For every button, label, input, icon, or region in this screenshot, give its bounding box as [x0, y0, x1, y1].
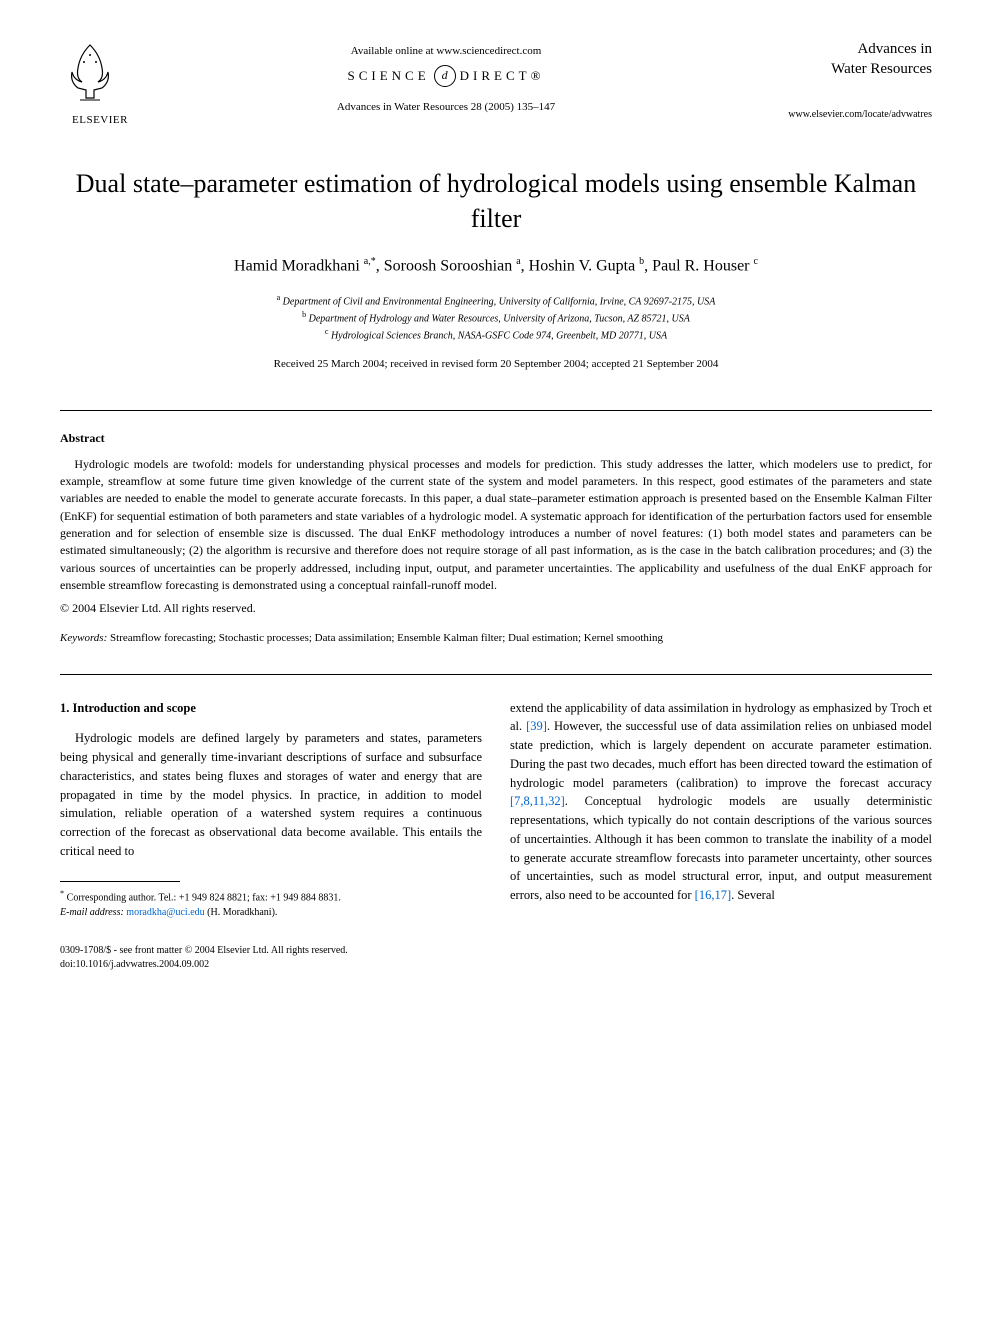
bottom-info: 0309-1708/$ - see front matter © 2004 El… — [60, 944, 932, 972]
author-3: Hoshin V. Gupta — [529, 258, 640, 275]
abstract-heading: Abstract — [60, 431, 932, 446]
sd-at-icon: d — [434, 65, 456, 87]
doi-line: doi:10.1016/j.advwatres.2004.09.002 — [60, 958, 932, 972]
publisher-logo: ELSEVIER — [60, 40, 140, 126]
journal-name-line2: Water Resources — [752, 60, 932, 80]
article-title: Dual state–parameter estimation of hydro… — [60, 166, 932, 236]
affiliation-b: b Department of Hydrology and Water Reso… — [60, 309, 932, 326]
email-label: E-mail address: — [60, 907, 124, 918]
front-matter-line: 0309-1708/$ - see front matter © 2004 El… — [60, 944, 932, 958]
corresponding-text: Corresponding author. Tel.: +1 949 824 8… — [67, 892, 341, 903]
authors-line: Hamid Moradkhani a,*, Soroosh Sorooshian… — [60, 256, 932, 275]
section-1-heading: 1. Introduction and scope — [60, 699, 482, 718]
publisher-name: ELSEVIER — [60, 114, 140, 126]
author-4: Paul R. Houser — [652, 258, 753, 275]
journal-url: www.elsevier.com/locate/advwatres — [752, 109, 932, 120]
email-line: E-mail address: moradkha@uci.edu (H. Mor… — [60, 905, 482, 920]
author-2: Soroosh Sorooshian — [384, 258, 516, 275]
keywords-label: Keywords: — [60, 632, 107, 644]
affiliation-c: c Hydrological Sciences Branch, NASA-GSF… — [60, 326, 932, 343]
sep: , — [376, 258, 384, 275]
col2-text-d: . Several — [731, 888, 775, 902]
journal-name-box: Advances in Water Resources www.elsevier… — [752, 40, 932, 120]
keywords-line: Keywords: Streamflow forecasting; Stocha… — [60, 632, 932, 644]
author-4-affil: c — [754, 256, 758, 267]
header-center: Available online at www.sciencedirect.co… — [140, 40, 752, 113]
email-name: (H. Moradkhani). — [207, 907, 277, 918]
column-right: extend the applicability of data assimil… — [510, 699, 932, 920]
col2-text-b: . However, the successful use of data as… — [510, 719, 932, 789]
elsevier-tree-icon — [60, 40, 120, 105]
author-1: Hamid Moradkhani — [234, 258, 364, 275]
sep: , — [644, 258, 652, 275]
body-columns: 1. Introduction and scope Hydrologic mod… — [60, 699, 932, 920]
received-dates: Received 25 March 2004; received in revi… — [60, 358, 932, 370]
sd-left: SCIENCE — [348, 68, 430, 84]
section-1-para-2: extend the applicability of data assimil… — [510, 699, 932, 905]
col2-text-c: . Conceptual hydrologic models are usual… — [510, 794, 932, 902]
author-1-affil: a,* — [364, 256, 376, 267]
footnote-separator — [60, 881, 180, 882]
affiliations: a Department of Civil and Environmental … — [60, 292, 932, 344]
column-left: 1. Introduction and scope Hydrologic mod… — [60, 699, 482, 920]
abstract-body: Hydrologic models are twofold: models fo… — [60, 456, 932, 595]
affiliation-a: a Department of Civil and Environmental … — [60, 292, 932, 309]
divider-after-keywords — [60, 674, 932, 675]
ref-39[interactable]: [39] — [526, 719, 547, 733]
sd-right: DIRECT® — [460, 68, 545, 84]
ref-16-17[interactable]: [16,17] — [695, 888, 731, 902]
journal-reference: Advances in Water Resources 28 (2005) 13… — [140, 101, 752, 113]
divider-top — [60, 410, 932, 411]
affiliation-b-text: Department of Hydrology and Water Resour… — [309, 313, 690, 324]
keywords-text: Streamflow forecasting; Stochastic proce… — [107, 632, 663, 644]
footnote-block: * Corresponding author. Tel.: +1 949 824… — [60, 888, 482, 920]
section-1-para-1: Hydrologic models are defined largely by… — [60, 729, 482, 860]
ref-7-8-11-32[interactable]: [7,8,11,32] — [510, 794, 565, 808]
abstract-copyright: © 2004 Elsevier Ltd. All rights reserved… — [60, 601, 932, 616]
sep: , — [521, 258, 529, 275]
page-header: ELSEVIER Available online at www.science… — [60, 40, 932, 126]
journal-name-line1: Advances in — [752, 40, 932, 60]
email-address[interactable]: moradkha@uci.edu — [126, 907, 204, 918]
corresponding-author: * Corresponding author. Tel.: +1 949 824… — [60, 888, 482, 905]
available-online-text: Available online at www.sciencedirect.co… — [140, 45, 752, 57]
affiliation-a-text: Department of Civil and Environmental En… — [283, 296, 716, 307]
affiliation-c-text: Hydrological Sciences Branch, NASA-GSFC … — [331, 331, 667, 342]
science-direct-logo: SCIENCE d DIRECT® — [140, 65, 752, 87]
